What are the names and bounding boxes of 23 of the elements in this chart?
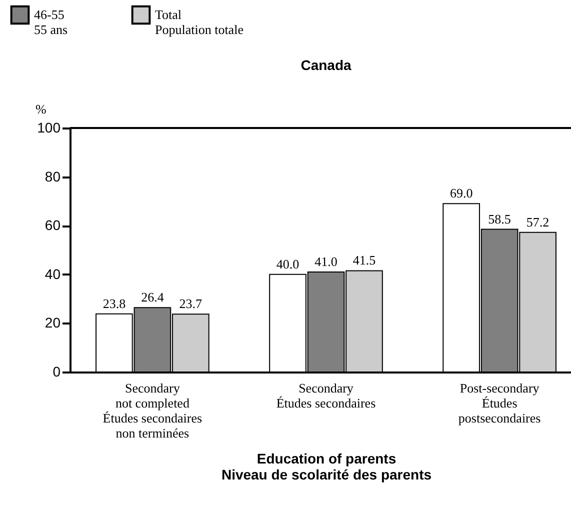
y-tick-label: 80 bbox=[44, 168, 61, 184]
y-tick-label: 0 bbox=[52, 364, 61, 380]
data-label: 69.0 bbox=[450, 186, 473, 201]
legend-label: Total Population totale bbox=[155, 7, 244, 37]
legend-label: 46-55 55 ans bbox=[34, 7, 68, 37]
data-label: 23.8 bbox=[102, 296, 126, 311]
y-axis-title: % bbox=[36, 102, 46, 116]
data-label: 57.2 bbox=[526, 214, 550, 230]
data-label: 41.0 bbox=[314, 254, 338, 269]
x-tick-label: Secondary not completed Études secondaires non terminées bbox=[102, 380, 202, 440]
y-tick-label: 60 bbox=[44, 217, 61, 234]
data-label: 23.7 bbox=[179, 296, 203, 312]
data-label: 40.0 bbox=[276, 256, 300, 272]
data-label: 26.4 bbox=[141, 290, 164, 305]
chart-title: Canada bbox=[300, 57, 352, 73]
x-tick-label: Secondary Études secondaires bbox=[276, 380, 376, 410]
data-label: 41.5 bbox=[352, 252, 376, 268]
x-tick-label: Post-secondary Études postsecondaires bbox=[458, 380, 541, 426]
x-axis-title: Education of parents Niveau de scolarité des parents bbox=[221, 450, 432, 482]
y-tick-label: 20 bbox=[44, 314, 61, 331]
y-tick-label: 40 bbox=[44, 266, 61, 282]
data-label: 58.5 bbox=[488, 211, 511, 226]
y-tick-label: 100 bbox=[37, 120, 61, 136]
